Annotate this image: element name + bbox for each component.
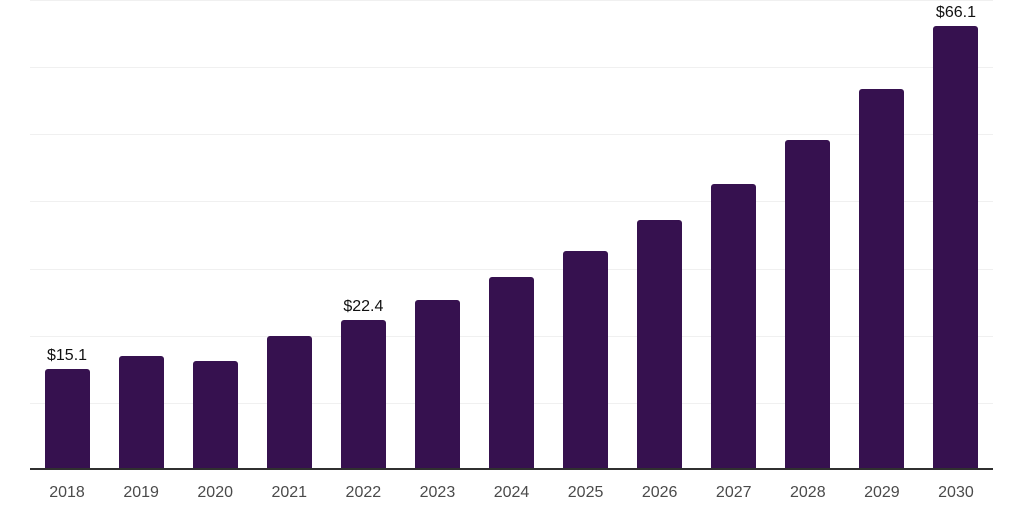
x-tick-2020: 2020 <box>197 484 233 501</box>
x-tick-2029: 2029 <box>864 484 900 501</box>
bar-2024 <box>489 277 534 470</box>
data-label-2018: $15.1 <box>47 347 88 364</box>
bar-2019 <box>119 356 164 470</box>
bar-2025 <box>563 251 608 470</box>
x-tick-2027: 2027 <box>715 484 752 501</box>
bar-2026 <box>637 220 682 470</box>
data-label-2022: $22.4 <box>343 298 384 315</box>
gridline-40 <box>30 201 993 202</box>
bar-2028 <box>785 140 830 470</box>
plot-area: $15.1 $22.4 $66.1 <box>30 0 993 470</box>
gridline-50 <box>30 134 993 135</box>
x-tick-2023: 2023 <box>419 484 456 501</box>
bar-2022 <box>341 320 386 470</box>
bar-2018 <box>45 369 90 470</box>
x-tick-2026: 2026 <box>641 484 678 501</box>
bar-2021 <box>267 336 312 470</box>
x-tick-2018: 2018 <box>49 484 85 501</box>
bar-2029 <box>859 89 904 470</box>
gridline-70 <box>30 0 993 1</box>
bar-2030 <box>933 26 978 470</box>
bar-2023 <box>415 300 460 470</box>
data-label-2030: $66.1 <box>935 4 976 21</box>
bar-2027 <box>711 184 756 470</box>
x-tick-2025: 2025 <box>567 484 604 501</box>
x-tick-2030: 2030 <box>938 484 974 501</box>
x-axis-tick-labels: 2018 2019 2020 2021 2022 2023 2024 2025 2026 2027… <box>30 483 993 505</box>
x-tick-2024: 2024 <box>493 484 530 501</box>
gridline-60 <box>30 67 993 68</box>
x-tick-2022: 2022 <box>345 484 382 501</box>
x-axis-line <box>30 468 993 470</box>
gridline-30 <box>30 269 993 270</box>
bar-2020 <box>193 361 238 470</box>
x-tick-2019: 2019 <box>123 484 159 501</box>
x-tick-2021: 2021 <box>271 484 308 501</box>
x-tick-2028: 2028 <box>790 484 826 501</box>
